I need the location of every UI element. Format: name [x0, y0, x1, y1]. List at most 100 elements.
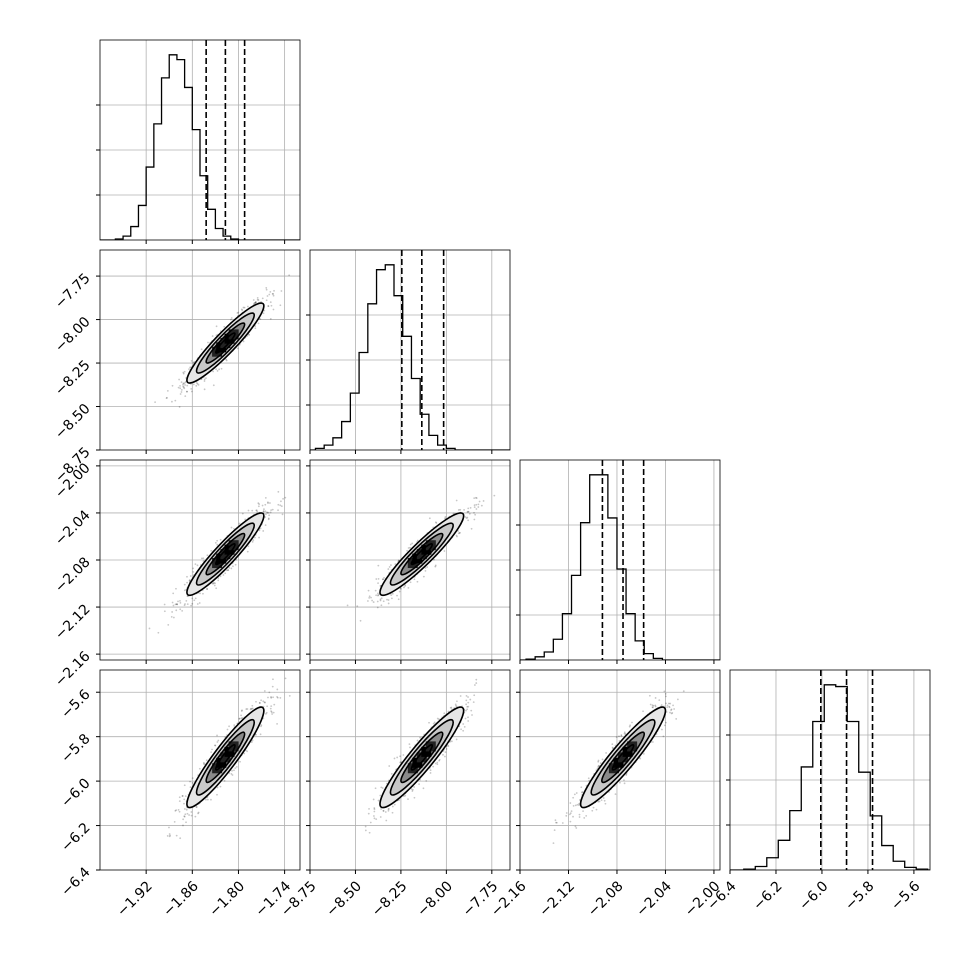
scatter-point: [407, 586, 410, 589]
contour-line: [205, 322, 246, 364]
scatter-point: [462, 723, 465, 725]
scatter-point: [249, 708, 252, 711]
scatter-point: [436, 717, 439, 720]
scatter-point: [373, 808, 376, 811]
scatter-point: [386, 598, 388, 601]
panel-content: [520, 460, 720, 660]
scatter-point: [251, 704, 254, 707]
scatter-point: [251, 509, 254, 512]
panel-frame: [519, 459, 721, 661]
scatter-point: [394, 563, 397, 566]
scatter-point: [411, 788, 414, 791]
scatter-point: [259, 318, 262, 320]
scatter-point: [202, 560, 205, 563]
scatter-point: [618, 735, 620, 738]
scatter-point: [172, 592, 175, 595]
scatter-point: [216, 741, 219, 743]
scatter-point: [167, 623, 170, 626]
scatter-point: [183, 802, 185, 805]
scatter-point: [163, 610, 166, 613]
scatter-point: [399, 761, 402, 764]
scatter-point: [575, 792, 578, 794]
scatter-point: [268, 514, 271, 517]
scatter-point: [224, 572, 227, 575]
scatter-point: [254, 301, 257, 303]
scatter-point: [191, 597, 194, 600]
scatter-point: [473, 684, 476, 686]
scatter-point: [176, 603, 179, 606]
scatter-point: [411, 542, 414, 545]
scatter-point: [372, 601, 375, 603]
scatter-point: [256, 510, 259, 513]
scatter-point: [264, 496, 267, 499]
scatter-point: [258, 536, 260, 539]
scatter-point: [186, 390, 188, 393]
scatter-point: [455, 499, 458, 502]
density-cell: [220, 752, 231, 763]
scatter-point: [217, 577, 220, 579]
scatter-point: [223, 325, 226, 328]
panel-frame: [309, 669, 511, 871]
scatter-point: [262, 530, 265, 532]
scatter-point: [192, 361, 195, 364]
scatter-point: [180, 388, 183, 391]
scatter-point: [268, 691, 271, 694]
scatter-point: [202, 761, 205, 764]
scatter-point: [190, 814, 193, 817]
scatter-point: [182, 385, 185, 388]
scatter-point: [172, 616, 175, 619]
scatter-point: [190, 360, 193, 362]
scatter-point: [443, 550, 446, 552]
scatter-point: [246, 550, 249, 553]
scatter-point: [460, 728, 462, 731]
scatter-point: [243, 306, 246, 309]
scatter-point: [210, 549, 213, 552]
scatter-point: [464, 516, 467, 518]
scatter-point: [428, 517, 431, 520]
scatter-point: [218, 368, 221, 371]
scatter-point: [255, 733, 257, 736]
scatter-point: [266, 295, 269, 297]
scatter-point: [368, 596, 371, 599]
scatter-point: [253, 302, 255, 305]
scatter-point: [391, 592, 394, 595]
contour-line: [389, 718, 454, 796]
scatter-point: [477, 503, 480, 506]
scatter-point: [183, 784, 186, 787]
scatter-point: [171, 601, 174, 604]
scatter-point: [174, 603, 177, 606]
scatter-point: [387, 808, 390, 811]
scatter-point: [429, 769, 432, 772]
scatter-point: [475, 497, 478, 499]
scatter-point: [404, 585, 406, 587]
scatter-point: [663, 690, 666, 693]
scatter-point: [372, 798, 375, 801]
scatter-point: [173, 820, 176, 823]
scatter-point: [157, 631, 160, 634]
scatter-point: [216, 539, 219, 542]
scatter-point: [255, 509, 258, 512]
density-core: [212, 540, 239, 569]
scatter-point: [215, 587, 218, 590]
scatter-point: [251, 540, 254, 543]
scatter-point: [206, 587, 208, 590]
scatter-point: [409, 546, 411, 549]
panel-content: [100, 40, 300, 240]
scatter-point: [271, 713, 274, 715]
histogram-step: [310, 264, 510, 450]
scatter-point: [241, 717, 244, 719]
scatter-point: [267, 517, 270, 520]
scatter-point: [210, 798, 212, 801]
scatter-point: [262, 700, 265, 703]
scatter-point: [473, 497, 476, 500]
scatter-point: [388, 765, 391, 767]
scatter-point: [450, 740, 453, 743]
scatter-point: [432, 722, 435, 725]
scatter-point: [198, 602, 201, 604]
scatter-point: [379, 598, 382, 601]
scatter-point: [444, 516, 447, 518]
scatter-point: [413, 796, 416, 799]
scatter-point: [467, 510, 469, 513]
scatter-point: [186, 581, 188, 584]
scatter-point: [465, 694, 468, 697]
